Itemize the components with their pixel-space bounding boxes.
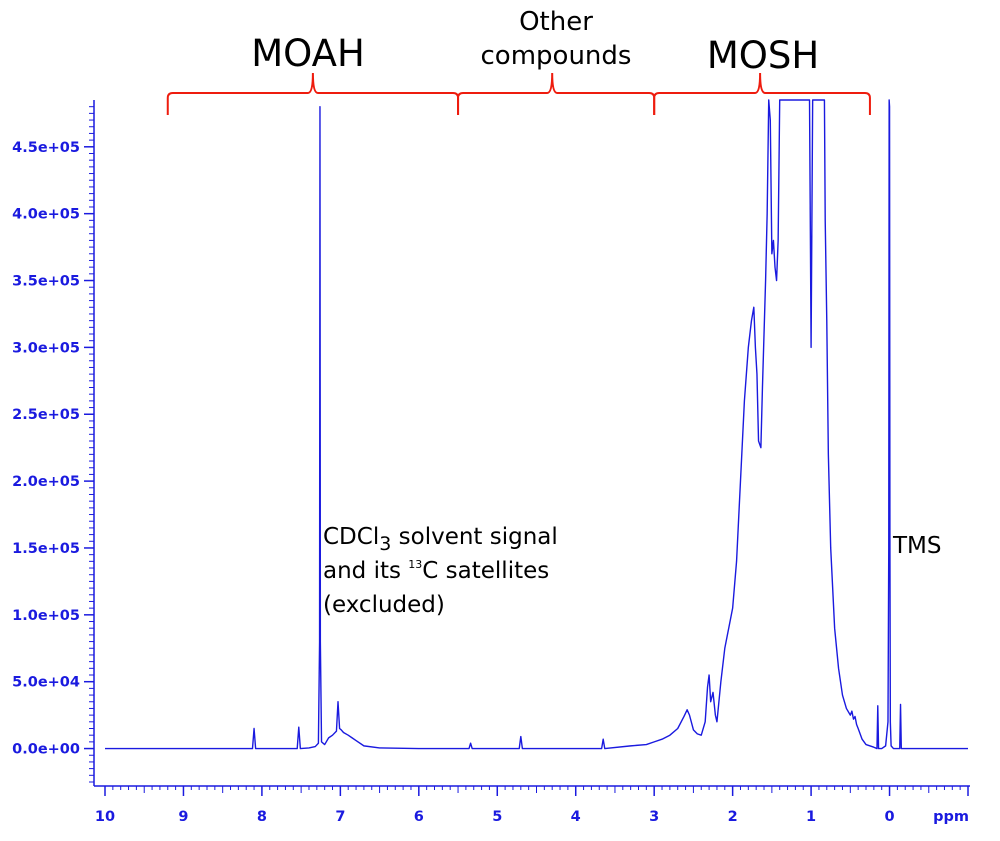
x-tick-label: 2 <box>728 809 738 825</box>
y-tick-label: 5.0e+04 <box>12 675 80 691</box>
y-tick-label: 4.0e+05 <box>12 207 80 223</box>
y-axis: 0.0e+00 5.0e+04 1.0e+05 1.5e+05 2.0e+05 2.5e+… <box>12 100 95 786</box>
x-axis-label: ppm <box>933 809 969 825</box>
region-bracket-2 <box>653 72 871 115</box>
tms-annotation: TMS <box>892 533 942 559</box>
x-tick-label: 0 <box>884 809 894 825</box>
x-axis: 10 9 8 7 6 5 4 3 2 1 0 ppm <box>94 785 970 825</box>
region-bracket-1 <box>457 72 656 115</box>
x-tick-label: 7 <box>335 809 345 825</box>
annotations: CDCl3 solvent signal and its 13C satelli… <box>323 524 942 618</box>
cdcl3-annotation-line2: and its 13C satellites <box>323 558 549 584</box>
region-labels: MOAH Other compounds MOSH <box>251 7 819 77</box>
y-tick-label: 3.5e+05 <box>12 274 80 290</box>
y-tick-label: 3.0e+05 <box>12 340 80 356</box>
x-tick-label: 9 <box>178 809 188 825</box>
region-label-other-line2: compounds <box>481 41 632 71</box>
x-tick-label: 5 <box>492 809 502 825</box>
y-tick-label: 1.0e+05 <box>12 608 80 624</box>
region-label-other-line1: Other <box>519 7 593 37</box>
region-bracket-0 <box>166 72 460 115</box>
x-tick-label: 6 <box>414 809 424 825</box>
cdcl3-annotation-line1: CDCl3 solvent signal <box>323 524 558 555</box>
region-brackets <box>166 72 871 115</box>
x-tick-label: 1 <box>806 809 816 825</box>
x-tick-label: 4 <box>571 809 581 825</box>
x-tick-label: 8 <box>257 809 267 825</box>
y-tick-label: 4.5e+05 <box>12 140 80 156</box>
cdcl3-annotation-line3: (excluded) <box>323 592 445 618</box>
y-tick-label: 2.5e+05 <box>12 407 80 423</box>
y-tick-label: 2.0e+05 <box>12 474 80 490</box>
y-tick-label: 1.5e+05 <box>12 541 80 557</box>
spectrum-line-0 <box>105 99 968 750</box>
region-label-moah: MOAH <box>251 32 365 75</box>
x-tick-label: 10 <box>95 809 115 825</box>
spectrum-series <box>105 99 968 750</box>
y-tick-label: 0.0e+00 <box>12 742 80 758</box>
x-tick-label: 3 <box>649 809 659 825</box>
region-label-mosh: MOSH <box>707 34 819 77</box>
